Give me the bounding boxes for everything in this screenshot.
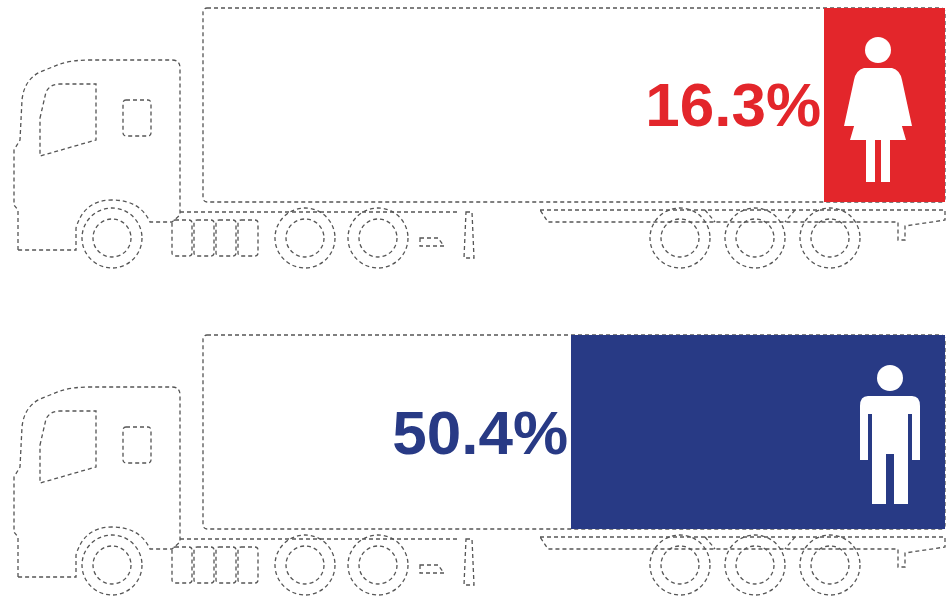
svg-text:16.3%: 16.3% <box>645 70 821 139</box>
svg-text:50.4%: 50.4% <box>392 398 568 467</box>
